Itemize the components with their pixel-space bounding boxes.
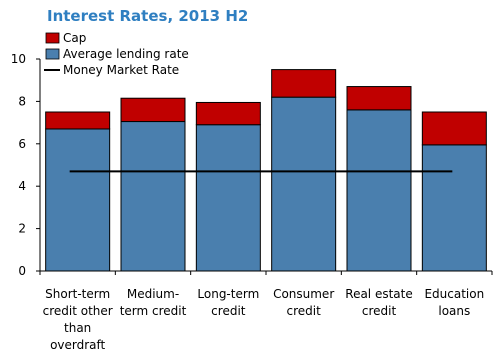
bar-cap	[120, 97, 186, 123]
bar-cap	[421, 111, 487, 146]
x-tick-label: credit	[287, 304, 322, 318]
bar-average-lending-rate	[421, 144, 487, 272]
x-tick-label: Short-term	[45, 287, 110, 301]
legend-swatch	[45, 32, 60, 44]
legend-label: Money Market Rate	[63, 63, 179, 77]
bar-cap	[271, 69, 337, 98]
x-tick-label: term credit	[120, 304, 187, 318]
y-tick-label: 0	[18, 264, 26, 278]
bar-cap	[45, 111, 111, 130]
bar-average-lending-rate	[271, 96, 337, 272]
x-tick-label: Consumer	[273, 287, 334, 301]
bar-average-lending-rate	[346, 109, 412, 272]
x-tick-label: Medium-	[127, 287, 179, 301]
legend-swatch	[45, 48, 60, 60]
x-tick-label: loans	[438, 304, 470, 318]
x-tick-label: Long-term	[197, 287, 259, 301]
bar-cap	[195, 101, 261, 126]
legend-label: Cap	[63, 31, 86, 45]
x-tick-label: credit other	[43, 304, 113, 318]
x-tick-label: than	[64, 321, 91, 335]
x-tick-label: Education	[424, 287, 484, 301]
y-tick-label: 10	[11, 52, 26, 66]
y-tick-label: 6	[18, 137, 26, 151]
legend-label: Average lending rate	[63, 47, 189, 61]
x-tick-label: credit	[211, 304, 246, 318]
y-tick-label: 8	[18, 94, 26, 108]
bar-average-lending-rate	[120, 121, 186, 272]
y-tick-label: 2	[18, 222, 26, 236]
bar-average-lending-rate	[45, 128, 111, 272]
y-tick-label: 4	[18, 179, 26, 193]
x-tick-label: credit	[362, 304, 397, 318]
x-tick-label: Real estate	[345, 287, 412, 301]
x-tick-label: overdraft	[50, 338, 105, 352]
bar-average-lending-rate	[195, 124, 261, 272]
bar-cap	[346, 86, 412, 111]
chart-title: Interest Rates, 2013 H2	[47, 7, 249, 25]
